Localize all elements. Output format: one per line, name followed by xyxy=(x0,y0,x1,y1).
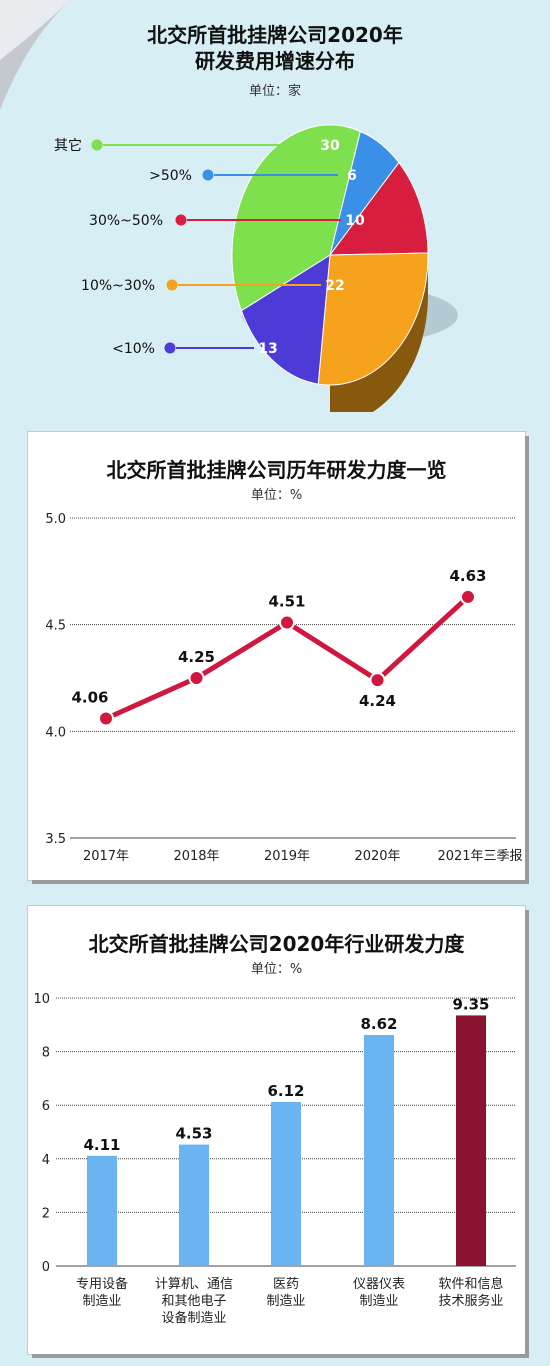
pie-title-line2: 研发费用增速分布 xyxy=(195,49,355,73)
pie-value-label-1: 6 xyxy=(347,168,357,184)
bar-category-label-2-0: 医药 xyxy=(273,1277,299,1292)
pie-value-label-0: 30 xyxy=(320,138,340,154)
line-point-1 xyxy=(188,670,205,686)
line-ytick-0: 3.5 xyxy=(45,832,66,847)
line-point-3 xyxy=(369,672,386,689)
bar-category-label-2-1: 制造业 xyxy=(266,1294,305,1309)
line-point-4 xyxy=(460,588,476,605)
bar-unit: 单位：% xyxy=(250,962,303,977)
pie-side-3 xyxy=(330,252,428,412)
bar-ytick-0: 0 xyxy=(42,1260,50,1275)
pie-legend-label-2: 30%~50% xyxy=(89,213,163,229)
bar-0 xyxy=(87,1155,117,1266)
bar-category-label-0-0: 专用设备 xyxy=(76,1276,128,1292)
bar-title: 北交所首批挂牌公司2020年行业研发力度 xyxy=(88,932,465,956)
pie-legend-dot-0 xyxy=(91,139,103,151)
pie-legend-dot-1 xyxy=(202,169,214,181)
bar-value-label-2: 6.12 xyxy=(267,1082,304,1100)
bar-category-label-1-0: 计算机、通信 xyxy=(155,1277,233,1292)
line-point-0 xyxy=(98,710,114,727)
bar-category-label-1-2: 设备制造业 xyxy=(161,1310,226,1326)
bar-category-label-0-1: 制造业 xyxy=(82,1294,121,1309)
pie-legend-dot-3 xyxy=(166,279,178,291)
bar-value-label-3: 8.62 xyxy=(360,1015,397,1033)
line-unit: 单位：% xyxy=(250,488,303,503)
pie-slice-2 xyxy=(328,161,429,256)
bar-value-label-4: 9.35 xyxy=(452,995,489,1013)
bar-category-label-3-1: 制造业 xyxy=(359,1294,398,1309)
line-xtick-3: 2020年 xyxy=(354,849,400,864)
line-title: 北交所首批挂牌公司历年研发力度一览 xyxy=(106,458,447,482)
pie-legend-label-0: 其它 xyxy=(54,137,82,154)
line-ytick-1: 4.0 xyxy=(45,725,66,740)
bar-3 xyxy=(364,1034,394,1266)
pie-chart-panel: 北交所首批挂牌公司2020年 研发费用增速分布 单位：家 其它 >50% 30%~5… xyxy=(0,0,550,412)
pie-legend-label-3: 10%~30% xyxy=(81,278,155,294)
line-ytick-3: 5.0 xyxy=(45,512,66,527)
bar-category-label-3-0: 仪器仪表 xyxy=(353,1277,405,1292)
line-value-label-4: 4.63 xyxy=(449,567,486,585)
bar-category-label-1-1: 和其他电子 xyxy=(161,1294,226,1309)
line-xtick-2: 2019年 xyxy=(264,849,310,864)
bar-category-label-4-0: 软件和信息 xyxy=(438,1276,503,1292)
pie-value-label-2: 10 xyxy=(345,213,365,229)
bar-1 xyxy=(179,1144,209,1266)
line-ytick-2: 4.5 xyxy=(45,619,66,634)
pie-legend-dot-2 xyxy=(175,214,187,226)
bar-ytick-2: 4 xyxy=(42,1153,50,1168)
pie-value-label-3: 22 xyxy=(325,278,344,294)
pie-slice-0 xyxy=(231,124,361,312)
pie-title-line1: 北交所首批挂牌公司2020年 xyxy=(147,23,403,47)
bar-value-label-1: 4.53 xyxy=(175,1125,212,1143)
pie-legend-label-4: <10% xyxy=(112,341,155,357)
bar-4 xyxy=(456,1015,486,1266)
line-chart-panel: 北交所首批挂牌公司历年研发力度一览 单位：% 3.5 4.0 4.5 5.0 4.06 2… xyxy=(28,432,525,880)
bar-2 xyxy=(271,1101,301,1266)
line-point-2 xyxy=(279,614,295,631)
bar-ytick-5: 10 xyxy=(33,992,50,1007)
pie-slice-3 xyxy=(317,252,429,386)
bar-chart-panel: 北交所首批挂牌公司2020年行业研发力度 单位：% 0 2 4 6 8 10 4.11 专用设… xyxy=(28,906,525,1354)
line-value-label-3: 4.24 xyxy=(359,692,396,710)
line-value-label-1: 4.25 xyxy=(178,648,215,666)
line-chart: 3.5 4.0 4.5 5.0 4.06 2017年 4.25 2018年 4.51 2019年 4… xyxy=(45,512,522,864)
line-xtick-4: 2021年三季报 xyxy=(437,849,522,864)
bar-ytick-3: 6 xyxy=(42,1099,50,1114)
line-xtick-0: 2017年 xyxy=(83,849,129,864)
bar-category-label-4-1: 技术服务业 xyxy=(438,1293,503,1309)
pie-slice-4 xyxy=(240,254,331,385)
pie-chart: 其它 >50% 30%~50% 10%~30% <10% 30 6 10 22 13 xyxy=(54,124,458,412)
page-curl-decoration xyxy=(0,0,70,110)
pie-value-label-4: 13 xyxy=(258,341,277,357)
bar-ytick-4: 8 xyxy=(42,1046,50,1061)
line-value-label-0: 4.06 xyxy=(71,689,108,707)
bar-ytick-1: 2 xyxy=(42,1206,50,1221)
pie-legend-dot-4 xyxy=(164,342,176,354)
line-value-label-2: 4.51 xyxy=(268,593,305,611)
pie-unit: 单位：家 xyxy=(248,84,301,99)
line-xtick-1: 2018年 xyxy=(173,849,219,864)
bar-value-label-0: 4.11 xyxy=(83,1136,120,1154)
pie-legend-label-1: >50% xyxy=(149,168,192,184)
